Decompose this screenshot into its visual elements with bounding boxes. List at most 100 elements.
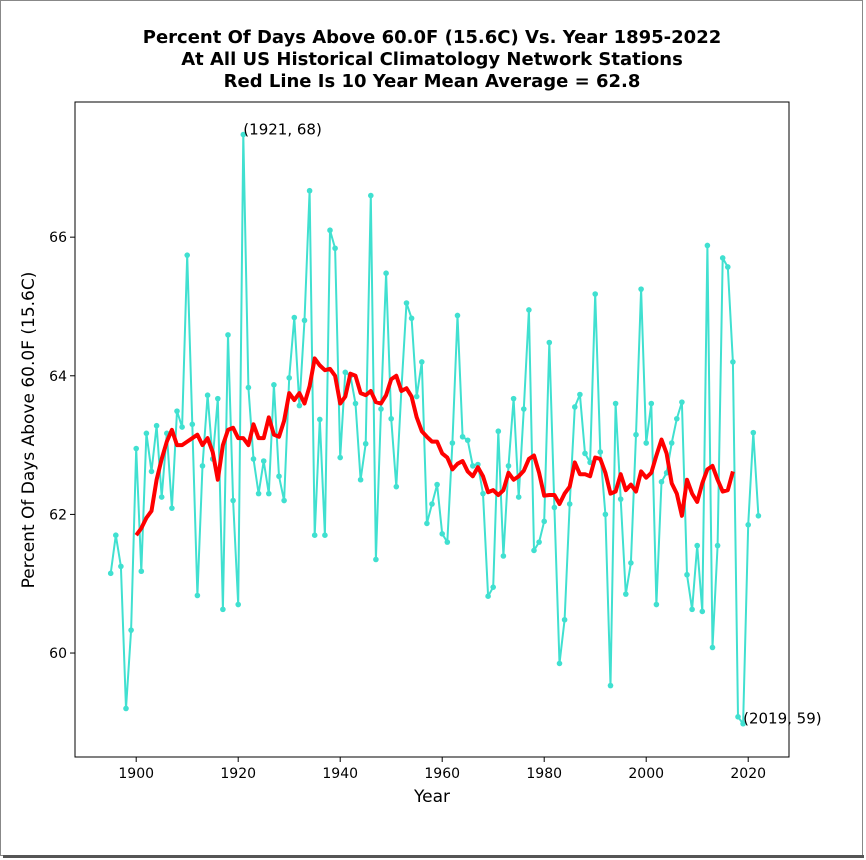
- series-line: [109, 133, 760, 725]
- data-point: [408, 315, 415, 322]
- data-point: [388, 415, 395, 422]
- data-point: [704, 242, 711, 249]
- data-point: [240, 131, 247, 138]
- data-point: [148, 468, 155, 475]
- data-point: [699, 608, 706, 615]
- data-point: [439, 531, 446, 537]
- data-point: [745, 522, 751, 528]
- data-point: [255, 490, 262, 497]
- data-point: [179, 424, 185, 430]
- data-point: [271, 381, 277, 388]
- data-point: [424, 520, 430, 527]
- data-point: [556, 660, 563, 667]
- data-point: [643, 440, 649, 446]
- chart-title: Percent Of Days Above 60.0F (15.6C) Vs. …: [143, 27, 722, 48]
- x-tick-label: 1960: [424, 766, 460, 782]
- data-point: [684, 571, 690, 578]
- data-point: [689, 606, 695, 613]
- annotation: (2019, 59): [743, 710, 822, 728]
- data-point: [505, 463, 512, 469]
- x-axis-label: Year: [413, 787, 450, 807]
- chart-title: At All US Historical Climatology Network…: [181, 49, 683, 70]
- data-point: [337, 454, 344, 461]
- data-point: [245, 384, 252, 391]
- data-point: [113, 532, 119, 539]
- data-point: [546, 339, 553, 346]
- data-point: [311, 532, 318, 539]
- x-tick-label: 1940: [322, 766, 358, 782]
- data-point: [658, 479, 665, 485]
- data-point: [368, 192, 374, 199]
- data-point: [215, 395, 221, 402]
- data-point: [419, 359, 425, 365]
- data-point: [169, 505, 175, 511]
- data-point: [220, 606, 226, 613]
- data-point: [158, 494, 165, 500]
- y-tick-label: 62: [49, 507, 67, 523]
- data-point: [470, 463, 476, 469]
- data-point: [322, 532, 328, 539]
- data-point: [694, 542, 700, 549]
- data-point: [306, 187, 313, 194]
- data-point: [118, 563, 124, 570]
- data-point: [383, 270, 389, 277]
- data-point: [510, 395, 517, 402]
- data-point: [153, 422, 160, 429]
- data-point: [679, 399, 685, 405]
- y-axis-label: Percent Of Days Above 60.0F (15.6C): [19, 272, 39, 589]
- data-point: [138, 568, 145, 575]
- x-tick-label: 2000: [628, 766, 664, 782]
- data-point: [602, 511, 609, 518]
- data-point: [454, 312, 461, 319]
- data-point: [480, 490, 486, 497]
- data-point: [648, 400, 655, 407]
- data-point: [582, 450, 588, 457]
- data-point: [357, 476, 364, 483]
- data-point: [199, 463, 206, 469]
- data-point: [444, 539, 451, 545]
- data-point: [449, 440, 456, 446]
- data-point: [459, 433, 466, 440]
- data-point: [352, 400, 359, 407]
- data-point: [755, 512, 762, 519]
- data-point: [628, 560, 634, 566]
- data-point: [393, 483, 400, 490]
- annotation: (1921, 68): [243, 121, 322, 139]
- data-point: [566, 501, 573, 507]
- data-point: [485, 593, 491, 599]
- data-point: [536, 539, 542, 545]
- data-point: [572, 404, 578, 410]
- x-tick-label: 1920: [220, 766, 256, 782]
- plot-area: [74, 101, 790, 758]
- data-point: [551, 504, 558, 511]
- data-point: [434, 481, 440, 488]
- data-point: [128, 627, 134, 633]
- data-point: [250, 456, 257, 462]
- data-point: [225, 332, 231, 338]
- y-tick-label: 64: [49, 369, 67, 385]
- data-point: [204, 392, 211, 398]
- data-point: [429, 501, 435, 507]
- data-point: [638, 286, 644, 292]
- series-line: [134, 356, 735, 537]
- data-point: [653, 601, 660, 608]
- data-point: [750, 429, 757, 436]
- chart-title: Red Line Is 10 Year Mean Average = 62.8: [224, 71, 641, 92]
- data-point: [725, 264, 731, 270]
- data-point: [296, 402, 303, 409]
- y-tick-label: 66: [49, 230, 67, 246]
- data-point: [362, 440, 369, 447]
- data-point: [592, 291, 598, 297]
- data-point: [281, 497, 287, 504]
- data-point: [714, 542, 721, 549]
- data-point: [464, 437, 471, 444]
- data-point: [174, 408, 180, 414]
- data-point: [133, 445, 139, 452]
- data-point: [301, 317, 308, 324]
- data-point: [597, 449, 604, 455]
- data-point: [266, 490, 272, 497]
- data-point: [541, 518, 547, 525]
- data-point: [668, 440, 675, 446]
- data-point: [674, 415, 680, 422]
- data-point: [526, 307, 532, 313]
